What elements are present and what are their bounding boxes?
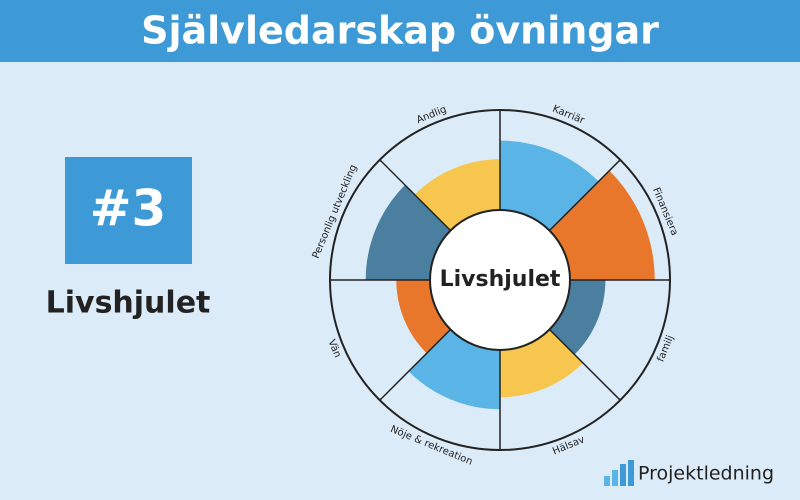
badge-text: #3 [90,180,167,238]
subtitle: Livshjulet [46,286,211,321]
logo-bar [604,476,610,486]
logo-bar [628,460,634,486]
page-title: Självledarskap övningar [141,9,659,53]
badge [65,157,192,264]
logo-bar [620,464,626,486]
header-bar [0,0,800,62]
center-circle [429,209,571,351]
wheel: LivshjuletKarriärFinansierafamiljHälsavN… [311,104,680,468]
logo-icon [604,460,634,486]
logo-bar [612,470,618,486]
center-label: Livshjulet [440,267,561,292]
logo-text: Projektledning [638,463,774,485]
